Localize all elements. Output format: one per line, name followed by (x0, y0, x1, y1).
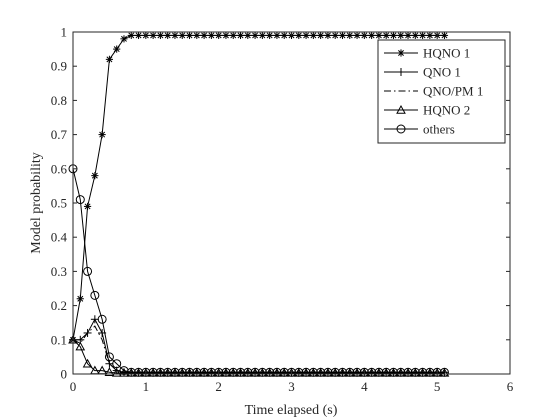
data-point-hqno-1 (426, 32, 433, 39)
data-point-hqno-1 (412, 32, 419, 39)
legend-label-hqno-1: HQNO 1 (423, 46, 470, 61)
y-tick-label: 0.8 (51, 93, 67, 108)
x-tick-label: 5 (434, 379, 441, 394)
data-point-hqno-1 (302, 32, 309, 39)
x-tick-label: 4 (361, 379, 368, 394)
y-tick-label: 0.2 (51, 298, 67, 313)
data-point-hqno-1 (324, 32, 331, 39)
data-point-hqno-1 (266, 32, 273, 39)
data-point-hqno-1 (339, 32, 346, 39)
data-point-hqno-1 (346, 32, 353, 39)
data-point-hqno-1 (251, 32, 258, 39)
data-point-hqno-1 (193, 32, 200, 39)
data-point-hqno-1 (201, 32, 208, 39)
x-tick-label: 2 (215, 379, 222, 394)
x-tick-label: 6 (507, 379, 514, 394)
legend: HQNO 1 QNO 1 QNO/PM 1 HQNO 2 others (378, 40, 505, 143)
data-point-hqno-1 (390, 32, 397, 39)
data-point-hqno-1 (230, 32, 237, 39)
data-point-hqno-1 (120, 35, 127, 42)
data-point-hqno-1 (77, 295, 84, 302)
data-point-hqno-1 (222, 32, 229, 39)
data-point-hqno-1 (404, 32, 411, 39)
data-point-hqno-1 (171, 32, 178, 39)
data-point-hqno-1 (135, 32, 142, 39)
data-point-hqno-1 (310, 32, 317, 39)
data-point-hqno-1 (179, 32, 186, 39)
y-axis-label: Model probability (29, 152, 44, 254)
data-point-hqno-1 (208, 32, 215, 39)
data-point-hqno-1 (164, 32, 171, 39)
legend-label-hqno-2: HQNO 2 (423, 103, 470, 118)
data-point-hqno-1 (244, 32, 251, 39)
data-point-hqno-1 (157, 32, 164, 39)
data-point-hqno-1 (383, 32, 390, 39)
data-point-hqno-1 (281, 32, 288, 39)
data-point-hqno-1 (99, 131, 106, 138)
y-tick-label: 0.6 (51, 161, 68, 176)
legend-label-qno-pm-1: QNO/PM 1 (423, 84, 483, 99)
data-point-hqno-1 (186, 32, 193, 39)
data-point-hqno-1 (441, 32, 448, 39)
data-point-hqno-1 (419, 32, 426, 39)
y-tick-label: 0.4 (51, 230, 68, 245)
x-axis-label: Time elapsed (s) (245, 403, 338, 418)
data-point-hqno-1 (375, 32, 382, 39)
data-point-hqno-1 (295, 32, 302, 39)
data-point-hqno-1 (84, 203, 91, 210)
data-point-hqno-1 (353, 32, 360, 39)
data-point-hqno-1 (397, 32, 404, 39)
y-tick-label: 0 (61, 367, 68, 382)
data-point-hqno-1 (150, 32, 157, 39)
data-point-hqno-1 (128, 32, 135, 39)
y-tick-label: 0.5 (51, 196, 67, 211)
y-tick-label: 0.7 (51, 127, 68, 142)
data-point-hqno-1 (259, 32, 266, 39)
y-tick-label: 0.1 (51, 332, 67, 347)
y-tick-label: 0.3 (51, 264, 67, 279)
x-tick-label: 3 (288, 379, 295, 394)
data-point-hqno-1 (106, 56, 113, 63)
legend-marker-hqno-1 (397, 49, 404, 56)
data-point-hqno-1 (113, 46, 120, 53)
data-point-hqno-1 (332, 32, 339, 39)
data-point-hqno-1 (91, 172, 98, 179)
legend-label-others: others (423, 122, 455, 137)
data-point-hqno-1 (237, 32, 244, 39)
data-point-hqno-1 (273, 32, 280, 39)
y-tick-label: 0.9 (51, 59, 67, 74)
y-tick-label: 1 (61, 25, 68, 40)
x-tick-label: 0 (70, 379, 77, 394)
data-point-hqno-1 (368, 32, 375, 39)
data-point-hqno-1 (317, 32, 324, 39)
legend-label-qno-1: QNO 1 (423, 65, 461, 80)
x-tick-label: 1 (143, 379, 150, 394)
